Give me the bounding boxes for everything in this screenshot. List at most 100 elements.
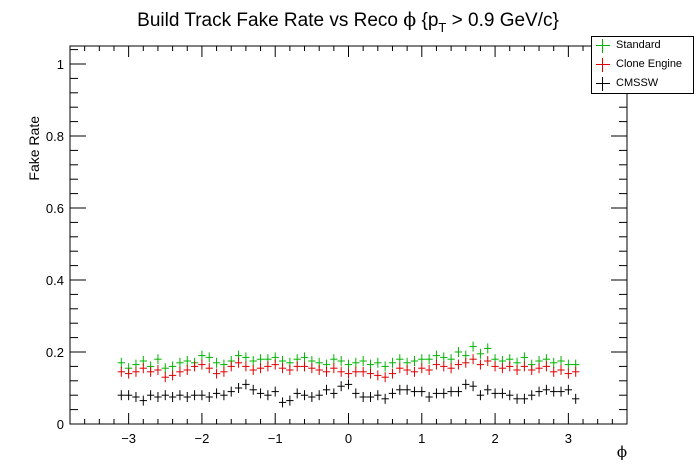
point-standard [176,357,184,368]
point-standard [183,356,191,366]
y-tick-label: 0.2 [46,345,64,360]
point-clone-engine [132,366,140,377]
point-clone-engine [278,363,287,374]
point-clone-engine [484,356,492,366]
point-cmssw [344,379,353,390]
point-cmssw [139,395,147,406]
title-subscript: T [438,20,446,35]
point-cmssw [278,397,287,408]
point-standard [550,357,558,368]
point-clone-engine [139,363,147,374]
point-cmssw [352,388,360,399]
point-clone-engine [447,363,455,374]
point-cmssw [572,393,580,404]
legend: Standard Clone Engine CMSSW [591,36,694,94]
point-standard [374,357,382,368]
point-clone-engine [146,366,155,377]
point-standard [396,354,404,365]
point-standard [117,357,125,368]
point-standard [154,354,162,365]
x-axis-label: ϕ [617,443,627,461]
point-cmssw [146,390,155,401]
point-standard [359,356,367,366]
point-clone-engine [425,365,433,375]
point-cmssw [374,390,382,401]
legend-marker-cmssw-h [596,83,610,84]
chart-title: Build Track Fake Rate vs Reco ϕ {pT > 0.… [137,9,559,35]
point-standard [300,352,309,363]
point-cmssw [198,390,206,401]
point-clone-engine [366,368,375,379]
point-clone-engine [352,366,360,377]
tick-labels: −3 −2 −1 0 1 2 3 0 0.2 0.4 0.6 0.8 1 [46,57,572,446]
point-clone-engine [432,359,441,370]
point-cmssw [476,390,485,401]
point-standard [330,354,338,365]
point-clone-engine [381,372,389,383]
point-cmssw [264,390,272,401]
point-clone-engine [330,363,338,374]
legend-label-standard: Standard [616,39,661,51]
point-standard [249,356,257,366]
point-clone-engine [198,359,206,370]
point-cmssw [513,393,521,404]
point-cmssw [557,386,565,397]
legend-label-cmssw: CMSSW [616,77,659,89]
point-clone-engine [506,361,514,372]
point-cmssw [176,390,184,401]
point-clone-engine [315,365,323,375]
point-cmssw [190,390,199,401]
point-clone-engine [535,363,543,374]
point-standard [447,354,455,365]
point-clone-engine [374,370,382,381]
point-standard [454,347,463,357]
point-cmssw [308,392,316,402]
point-cmssw [234,383,243,393]
point-standard [161,363,169,374]
point-cmssw [330,388,338,399]
point-standard [410,356,419,366]
point-standard [418,354,426,365]
point-cmssw [271,386,279,397]
x-tick-label: 0 [345,431,352,446]
point-standard [476,348,485,359]
point-standard [388,357,397,368]
point-cmssw [161,390,169,401]
title-phi: ϕ [403,9,416,31]
point-clone-engine [491,361,499,372]
point-cmssw [381,393,389,404]
point-cmssw [315,390,323,401]
point-clone-engine [300,361,309,372]
point-cmssw [227,386,235,397]
point-cmssw [564,384,573,395]
point-cmssw [535,386,543,397]
legend-marker-clone-engine-v [602,58,603,72]
point-cmssw [469,381,477,392]
x-tick-label: 1 [418,431,425,446]
point-clone-engine [220,366,228,377]
point-clone-engine [183,365,191,375]
point-clone-engine [117,366,125,377]
point-standard [564,359,573,370]
point-clone-engine [249,365,257,375]
point-clone-engine [542,361,551,372]
point-clone-engine [418,363,426,374]
point-cmssw [388,388,397,399]
point-clone-engine [564,368,573,379]
point-cmssw [418,386,426,397]
point-clone-engine [227,361,235,372]
point-clone-engine [168,370,177,381]
point-cmssw [249,384,257,395]
legend-marker-standard-v [602,39,603,53]
point-standard [242,352,250,363]
point-clone-engine [242,361,250,372]
point-standard [366,359,375,370]
point-clone-engine [403,365,411,375]
point-cmssw [491,388,499,399]
point-cmssw [256,388,265,399]
point-standard [352,357,360,368]
point-standard [337,356,345,366]
point-cmssw [462,379,470,390]
point-cmssw [425,392,433,402]
